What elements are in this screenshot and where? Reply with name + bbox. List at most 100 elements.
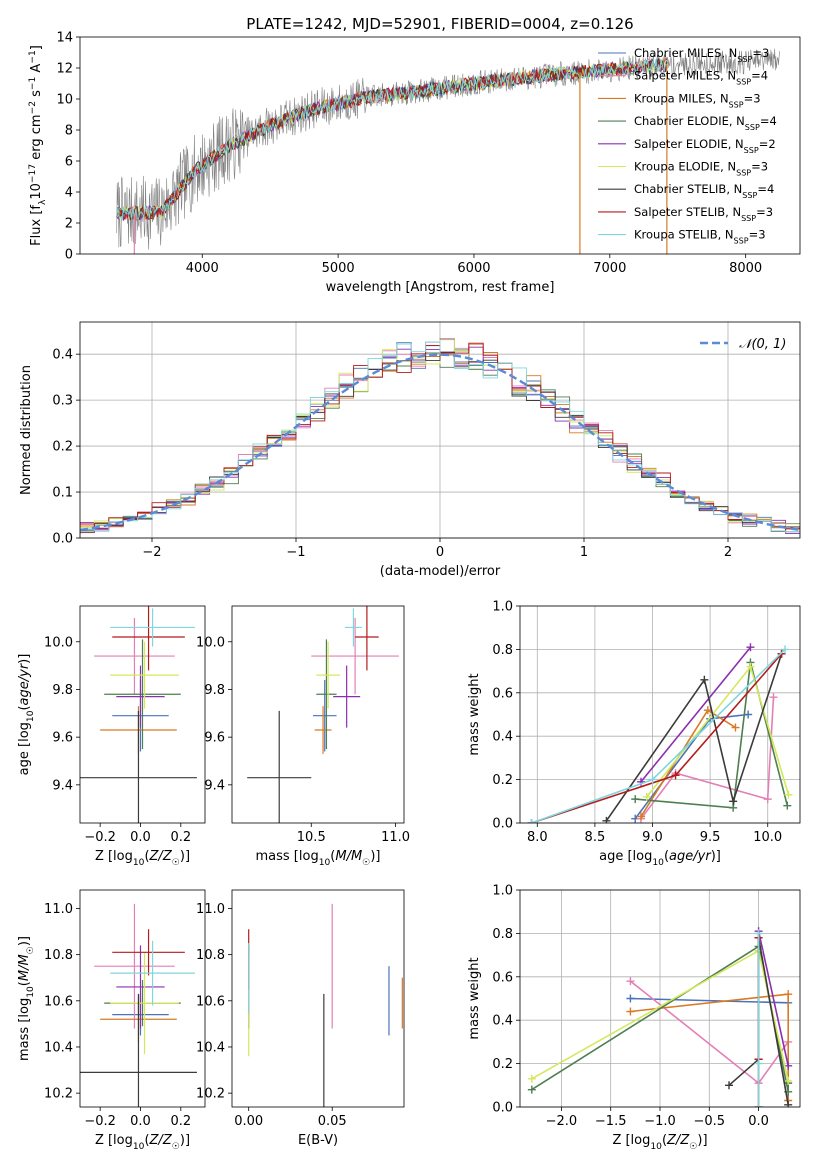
y-tick-label: 10.4	[196, 1040, 225, 1055]
x-axis-label: E(B-V)	[298, 1133, 338, 1148]
y-tick-label: 12	[56, 62, 73, 77]
y-tick-label: 0.2	[52, 440, 73, 455]
model-line-kroupa-elodie	[116, 56, 668, 221]
x-axis-label: mass [log10(M/M☉)]	[256, 849, 381, 868]
normal-distribution-curve	[80, 353, 800, 532]
y-tick-label: 1.0	[492, 600, 513, 615]
y-tick-label: 0.4	[492, 1014, 513, 1029]
errorbar-chabrier-elodie	[316, 639, 337, 750]
legend-label-salpeter-elodie: Salpeter ELODIE, NSSP=2	[634, 137, 776, 155]
x-axis-label: Z [log10(Z/Z☉)]	[95, 849, 190, 868]
weight-marker-salpeter-miles	[763, 795, 772, 804]
y-axis-label: mass weight	[467, 957, 482, 1039]
y-tick-label: 10	[56, 93, 73, 108]
weight-marker-kroupa-stelib	[648, 775, 657, 784]
errorbar-salpeter-stelib	[112, 606, 185, 671]
weight-marker-chabrier-miles	[744, 710, 753, 719]
x-tick-label: 4000	[186, 261, 219, 276]
weight-line-chabrier-stelib	[605, 653, 783, 822]
x-tick-label: 0.2	[170, 830, 191, 845]
weight-marker-kroupa-stelib	[527, 819, 536, 823]
mass-vs-ebv-panel: 0.00 0.05 10.2 10.4 10.6 10.8 11.0 E(B-V)	[196, 889, 405, 1148]
y-tick-label: 0.0	[492, 1101, 513, 1116]
x-axis-label: (data-model)/error	[380, 564, 501, 579]
mass-weight-vs-Z-plot-area	[527, 927, 793, 1107]
x-tick-label: −0.2	[84, 1114, 116, 1129]
x-tick-label: 7000	[593, 261, 626, 276]
legend-label-chabrier-elodie: Chabrier ELODIE, NSSP=4	[634, 114, 777, 132]
x-tick-label: 8.0	[527, 830, 548, 845]
y-tick-label: 9.4	[204, 778, 225, 793]
x-tick-label: 0.00	[234, 1114, 263, 1129]
legend-label-salpeter-stelib: Salpeter STELIB, NSSP=3	[634, 205, 773, 223]
legend-label-kroupa-elodie: Kroupa ELODIE, NSSP=3	[634, 160, 768, 178]
y-tick-label: 4	[65, 186, 73, 201]
errorbar-kroupa-miles	[314, 706, 332, 754]
axes-frame	[79, 889, 206, 1108]
weight-line-salpeter-elodie	[640, 646, 752, 783]
errorbar-salpeter-elodie	[333, 665, 361, 728]
y-tick-label: 0	[65, 248, 73, 263]
errorbar-chabrier-elodie	[104, 639, 181, 750]
axes-frame	[79, 605, 206, 824]
y-tick-label: 0.1	[52, 486, 73, 501]
y-tick-label: 0.6	[492, 970, 513, 985]
errorbar-salpeter-stelib	[112, 929, 185, 976]
legend-label-kroupa-stelib: Kroupa STELIB, NSSP=3	[634, 228, 766, 246]
axes-frame	[519, 605, 801, 824]
weight-marker-kroupa-stelib	[781, 645, 790, 654]
weight-marker-chabrier-stelib	[602, 816, 611, 823]
weight-marker-chabrier-stelib	[784, 1100, 793, 1107]
y-axis-label: Normed distribution	[19, 365, 34, 495]
x-tick-label: −1	[286, 545, 305, 560]
weight-marker-kroupa-stelib	[754, 1059, 763, 1068]
weight-marker-salpeter-elodie	[746, 643, 755, 652]
legend-label-chabrier-miles: Chabrier MILES, NSSP=3	[634, 46, 769, 64]
model-line-chabrier-elodie	[116, 59, 668, 220]
mass-weight-vs-metallicity-panel: −2.0 −1.5 −1.0 −0.5 0.0 0.0 0.2 0.4 0.6 0.8 1.0 Z […	[467, 884, 801, 1152]
weight-marker-chabrier-stelib	[729, 797, 738, 806]
errorbar-kroupa-stelib	[110, 940, 195, 1006]
spectrum-legend: Chabrier MILES, NSSP=3 Salpeter MILES, NS…	[598, 46, 777, 245]
model-line-chabrier-stelib	[116, 56, 668, 221]
errorbar-chabrier-miles	[312, 679, 337, 752]
y-tick-label: 9.6	[204, 731, 225, 746]
axes-frame	[79, 36, 801, 255]
x-tick-label: 5000	[322, 261, 355, 276]
y-axis-label: mass weight	[467, 673, 482, 755]
model-line-salpeter-miles	[116, 57, 668, 221]
x-tick-label: −1.5	[595, 1114, 627, 1129]
weight-marker-kroupa-miles	[703, 706, 712, 715]
axes-frame	[231, 605, 405, 824]
axes-frame	[519, 889, 801, 1108]
y-axis-label: Flux [fλ10−17 erg cm−2 s−1 A−1]	[28, 45, 48, 246]
y-tick-label: 1.0	[492, 884, 513, 899]
y-tick-label: 10.2	[44, 1087, 73, 1102]
residuals-legend: 𝒩(0, 1)	[700, 337, 786, 352]
x-tick-label: 0.0	[130, 1114, 151, 1129]
errorbar-kroupa-elodie	[110, 952, 179, 1054]
legend-label-salpeter-miles: Salpeter MILES, NSSP=4	[634, 69, 768, 87]
weight-marker-kroupa-miles	[626, 1007, 635, 1016]
mass-weight-vs-age-plot-area	[527, 643, 793, 823]
x-tick-label: 10.0	[753, 830, 782, 845]
x-axis-label: age [log10(age/yr)]	[599, 849, 721, 868]
y-tick-label: 2	[65, 217, 73, 232]
errorbar-kroupa-stelib	[344, 608, 362, 647]
age-vs-Z-plot-area	[80, 606, 197, 823]
y-tick-label: 0.2	[492, 773, 513, 788]
weight-marker-kroupa-elodie	[784, 1076, 793, 1085]
errorbar-chabrier-stelib	[247, 710, 312, 823]
x-tick-label: 11.0	[381, 830, 410, 845]
errorbar-salpeter-miles	[94, 617, 175, 695]
age-vs-metallicity-panel: −0.2 0.0 0.2 9.4 9.6 9.8 10.0 Z [log10(Z/Z☉)] ag…	[17, 605, 206, 868]
x-tick-label: −0.5	[694, 1114, 726, 1129]
x-tick-label: 0.0	[748, 1114, 769, 1129]
y-tick-label: 0.2	[492, 1057, 513, 1072]
y-tick-label: 9.8	[52, 683, 73, 698]
x-tick-label: −0.2	[84, 830, 116, 845]
y-tick-label: 10.4	[44, 1040, 73, 1055]
weight-marker-chabrier-elodie	[631, 795, 640, 804]
errorbar-salpeter-elodie	[116, 945, 165, 1029]
